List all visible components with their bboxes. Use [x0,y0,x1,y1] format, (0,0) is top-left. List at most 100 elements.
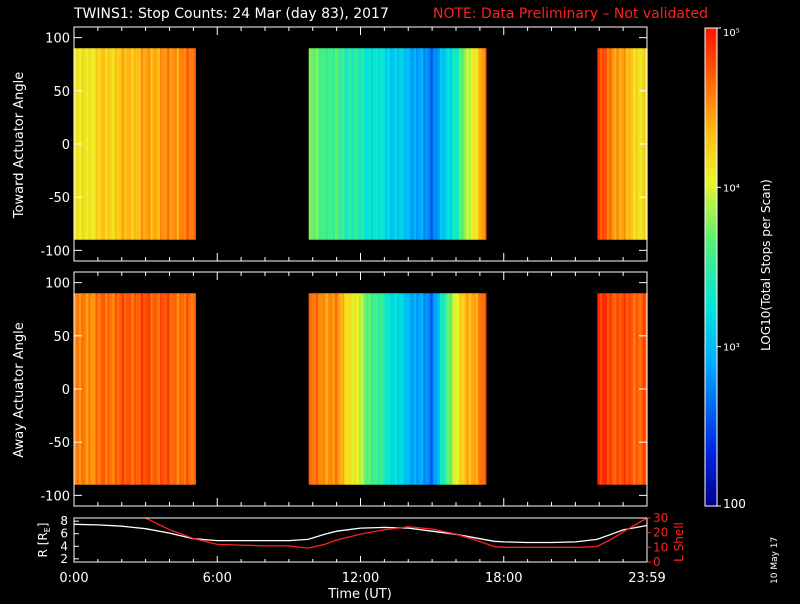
toward-heatmap-cell [420,48,424,240]
colorbar-cell [705,298,717,304]
toward-heatmap-cell [128,48,132,240]
colorbar-cell [705,302,717,308]
away-heatmap-cell [463,293,467,485]
away-heatmap-cell [81,293,85,485]
away-heatmap-cell [633,293,637,485]
toward-data-interval [74,48,196,240]
toward-heatmap-cell [387,48,391,240]
toward-heatmap-cell [382,48,386,240]
toward-ytick-label: -50 [49,191,70,206]
r-axis-label: R [RE] [36,523,52,558]
colorbar-cell [705,31,717,37]
away-heatmap-cell [93,293,97,485]
toward-heatmap-cell [119,48,123,240]
toward-heatmap-cell [485,48,487,240]
colorbar-cell [705,179,717,184]
away-heatmap-cell [107,293,111,485]
away-heatmap-cell [385,293,389,485]
colorbar-cell [705,322,717,328]
colorbar-cell [705,362,717,368]
away-heatmap-cell [418,293,422,485]
away-heatmap-cell [437,293,441,485]
away-heatmap-cell [618,293,622,485]
colorbar-cell [705,263,717,268]
away-heatmap-cell [413,293,417,485]
toward-heatmap-cell [449,48,453,240]
away-heatmap-cell [126,293,130,485]
toward-heatmap-cell [399,48,403,240]
away-heatmap-cell [346,293,350,485]
toward-heatmap-cell [327,48,331,240]
colorbar-cell [705,39,717,45]
away-heatmap-cell [152,293,156,485]
toward-heatmap-cell [377,48,381,240]
toward-heatmap-cell [618,48,622,240]
colorbar-cell [705,119,717,125]
away-heatmap-cell [313,293,317,485]
colorbar-cell [705,255,717,260]
colorbar-cell [705,267,717,272]
colorbar-cell [705,502,717,507]
toward-heatmap-cell [599,48,603,240]
away-heatmap-cell [451,293,455,485]
colorbar-cell [705,195,717,200]
away-heatmap-cell [85,293,89,485]
away-heatmap-cell [466,293,470,485]
toward-heatmap-cell [334,48,338,240]
colorbar: 10⁵ 10⁴ 10³ 100 [704,27,746,511]
colorbar-cell [705,354,717,360]
lshell-ytick-label: 20 [653,526,668,540]
toward-heatmap-cell [361,48,365,240]
colorbar-cell [705,259,717,264]
toward-heatmap-cell [456,48,460,240]
away-heatmap-cell [100,293,104,485]
away-heatmap-cell [475,293,479,485]
toward-heatmap-cell [463,48,467,240]
away-heatmap-cell [408,293,412,485]
toward-heatmap-cell [136,48,140,240]
away-heatmap-cell [430,293,434,485]
away-heatmap-cell [432,293,436,485]
away-heatmap-cell [361,293,365,485]
away-heatmap-cell [616,293,620,485]
colorbar-cell [705,231,717,236]
away-heatmap-cell [133,293,137,485]
toward-heatmap-cell [401,48,405,240]
lshell-series-line [145,518,647,549]
away-heatmap-cell [181,293,185,485]
toward-heatmap-cell [614,48,618,240]
away-heatmap-cell [614,293,618,485]
colorbar-cell [705,147,717,153]
toward-heatmap-cell [609,48,613,240]
toward-heatmap-cell [351,48,355,240]
colorbar-cell [705,282,717,288]
away-heatmap-cell [628,293,632,485]
colorbar-cell [705,199,717,204]
toward-heatmap-cell [157,48,161,240]
colorbar-cell [705,490,717,495]
colorbar-cell [705,203,717,208]
colorbar-cell [705,314,717,320]
away-heatmap-cell [621,293,625,485]
toward-ytick-label: -100 [40,244,70,259]
toward-heatmap-cell [90,48,94,240]
toward-heatmap-cell [181,48,185,240]
toward-heatmap-cell [330,48,334,240]
toward-heatmap-cell [363,48,367,240]
colorbar-cell [705,239,717,244]
toward-heatmap-cell [437,48,441,240]
toward-heatmap-cell [425,48,429,240]
colorbar-cell [705,494,717,499]
toward-heatmap-cell [315,48,319,240]
toward-heatmap-cell [428,48,432,240]
away-heatmap-cell [124,293,128,485]
colorbar-cell [705,191,717,196]
away-data-interval [308,293,487,485]
colorbar-cell [705,390,717,396]
toward-heatmap-cell [88,48,92,240]
lshell-ytick-label: 0 [653,555,661,569]
page-title: TWINS1: Stop Counts: 24 Mar (day 83), 20… [74,6,389,22]
colorbar-cell [705,59,717,65]
x-tick-label: 12:00 [342,571,379,586]
